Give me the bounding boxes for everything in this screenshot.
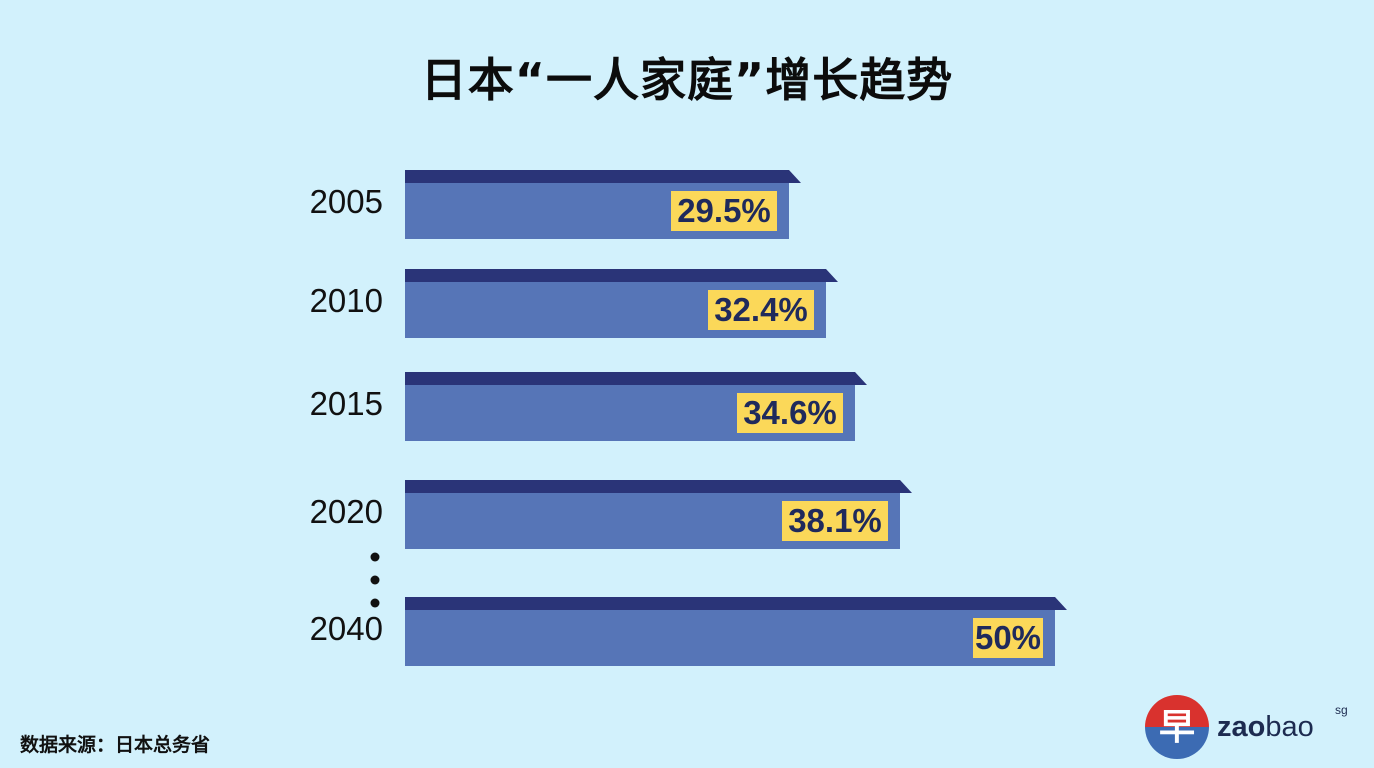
- svg-text:zaobao: zaobao: [1217, 711, 1314, 743]
- logo-badge-icon: 早: [1145, 695, 1209, 759]
- year-label: 2020: [310, 493, 383, 530]
- logo-glyph: 早: [1159, 707, 1195, 748]
- value-label-box: [782, 501, 888, 541]
- zaobao-logo: 早 zaobao sg: [1145, 695, 1348, 759]
- bar-top-strip: [405, 597, 1067, 610]
- source-note: 数据来源：日本总务省: [20, 734, 211, 756]
- ellipsis-dot: [370, 575, 380, 585]
- logo-word-light: bao: [1265, 711, 1313, 743]
- value-label: 50%: [975, 619, 1041, 656]
- value-label-box: [708, 290, 814, 330]
- year-label: 2005: [310, 183, 383, 220]
- year-label: 2040: [310, 610, 383, 647]
- bar: [405, 610, 1055, 666]
- bar-top-strip: [405, 269, 838, 282]
- value-label-box: [973, 618, 1043, 658]
- value-label-box: [737, 393, 843, 433]
- ellipsis-dot: [370, 552, 380, 562]
- year-label: 2015: [310, 385, 383, 422]
- value-label: 29.5%: [677, 192, 771, 229]
- value-label: 38.1%: [788, 502, 882, 539]
- bar-top-strip: [405, 480, 912, 493]
- year-label: 2010: [310, 282, 383, 319]
- bar-top-strip: [405, 170, 801, 183]
- ellipsis-dot: [370, 598, 380, 608]
- chart-title: 日本“一人家庭”增长趋势: [420, 53, 954, 107]
- logo-word-bold: zao: [1217, 711, 1265, 743]
- value-label: 32.4%: [714, 291, 808, 328]
- logo-suffix: sg: [1335, 703, 1348, 717]
- value-label: 34.6%: [743, 394, 837, 431]
- value-label-box: [671, 191, 777, 231]
- bar-top-strip: [405, 372, 867, 385]
